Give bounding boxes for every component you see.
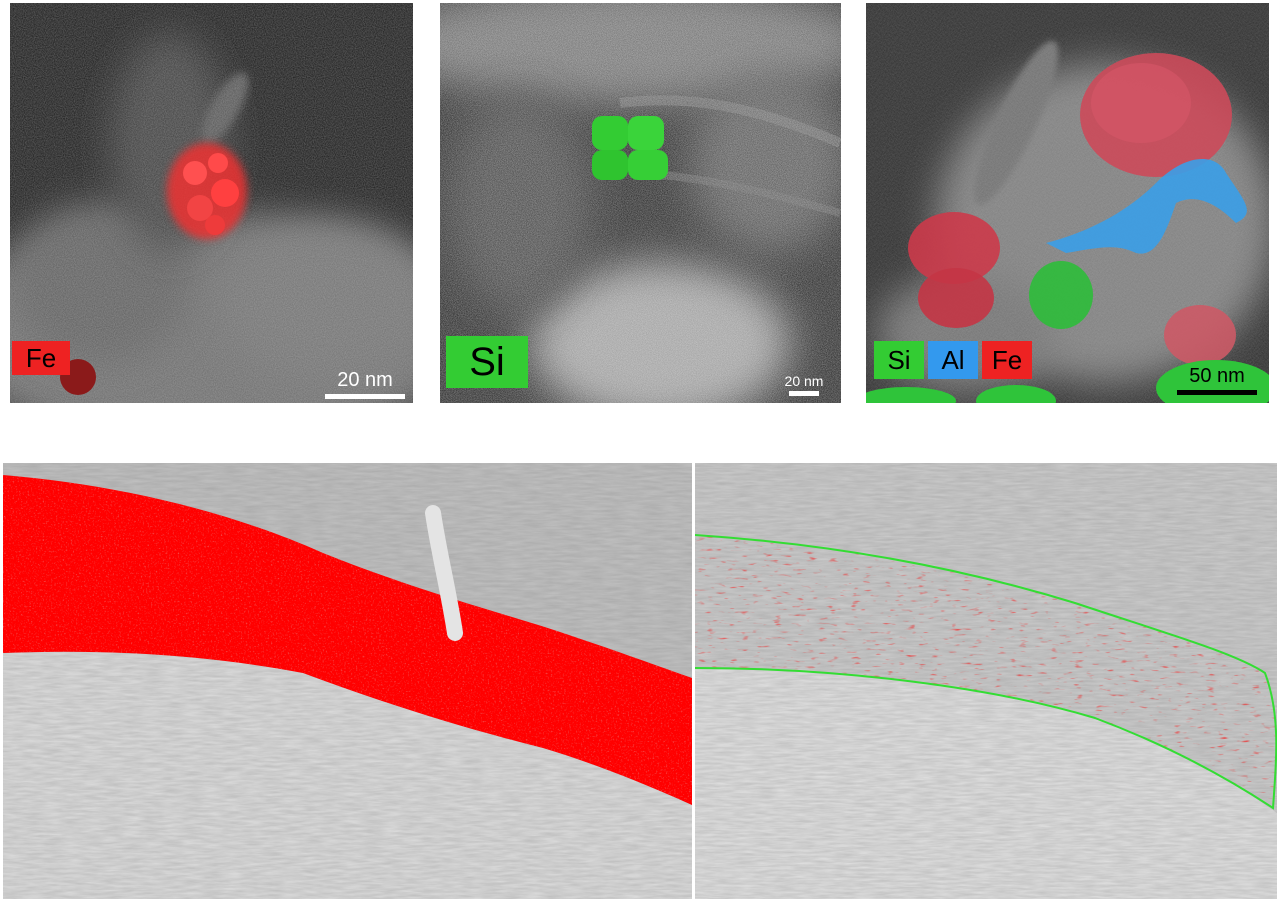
scale-bar-label: 20 nm bbox=[337, 369, 393, 391]
panel-si-al-fe-map: Si Al Fe 50 nm bbox=[866, 3, 1269, 403]
scale-bar-label: 50 nm bbox=[1189, 365, 1245, 387]
region-outline bbox=[695, 534, 1277, 810]
panel-outlined-precipitates bbox=[695, 463, 1277, 899]
scale-bar: 20 nm bbox=[322, 369, 408, 399]
scale-bar-line bbox=[325, 394, 405, 399]
si-particle bbox=[1029, 261, 1093, 329]
scale-bar-line bbox=[789, 391, 819, 396]
fe-particle bbox=[167, 143, 247, 239]
scale-bar-line bbox=[1177, 390, 1257, 395]
scale-bar: 50 nm bbox=[1174, 365, 1260, 395]
si-particle bbox=[592, 116, 668, 180]
panel-threshold-overlay bbox=[3, 463, 692, 899]
needle-feature bbox=[425, 505, 463, 641]
panel-fe-map: Fe 20 nm bbox=[10, 3, 413, 403]
scale-bar: 20 nm bbox=[776, 373, 832, 396]
si-al-fe-map-image bbox=[866, 3, 1269, 403]
fe-particle-right bbox=[1164, 305, 1236, 365]
fe-particle-large bbox=[1080, 53, 1232, 177]
element-tag-fe: Fe bbox=[12, 341, 70, 375]
outlined-precipitates-image bbox=[695, 463, 1277, 899]
fe-map-image bbox=[10, 3, 413, 403]
element-tag-si: Si bbox=[874, 341, 924, 379]
al-phase bbox=[1046, 159, 1247, 254]
si-phase-bottom-left bbox=[866, 387, 956, 403]
element-tag-fe: Fe bbox=[982, 341, 1032, 379]
element-tag-al: Al bbox=[928, 341, 978, 379]
si-map-image bbox=[440, 3, 841, 403]
scale-bar-label: 20 nm bbox=[784, 373, 824, 389]
fe-particle-left bbox=[908, 212, 1000, 328]
threshold-overlay-image bbox=[3, 463, 692, 899]
element-tag-si: Si bbox=[446, 336, 528, 388]
si-phase-bottom bbox=[976, 385, 1056, 403]
panel-si-map: Si 20 nm bbox=[440, 3, 841, 403]
